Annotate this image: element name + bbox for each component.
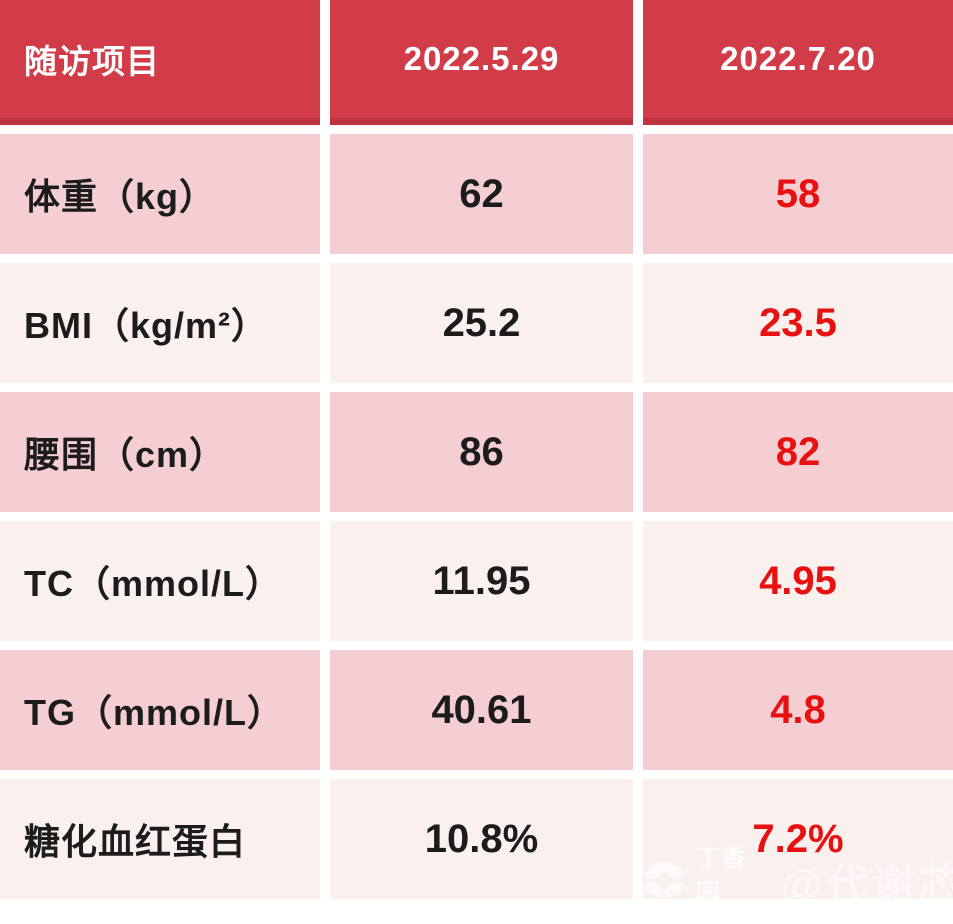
row-label: BMI（kg/m²） (24, 305, 269, 346)
value-cell-before: 11.95 (330, 521, 633, 641)
row-label-cell: 腰围（cm） (0, 392, 320, 512)
row-label-cell: TG（mmol/L） (0, 650, 320, 770)
value-cell-before: 86 (330, 392, 633, 512)
column-header-label: 2022.7.20 (720, 40, 876, 77)
value-cell-before: 62 (330, 134, 633, 254)
value-after: 23.5 (759, 300, 837, 345)
column-header-item: 随访项目 (0, 0, 320, 125)
value-after: 58 (775, 171, 821, 216)
column-header-date-before: 2022.5.29 (330, 0, 633, 125)
row-label: TC（mmol/L） (24, 563, 282, 604)
value-cell-after: 4.95 (643, 521, 953, 641)
value-before: 40.61 (431, 687, 532, 732)
value-cell-after: 23.5 (643, 263, 953, 383)
value-before: 62 (459, 171, 504, 216)
watermark-url-text: www.dxy.cn (697, 912, 766, 924)
value-cell-before: 10.8% (330, 779, 633, 899)
value-after: 4.8 (770, 687, 826, 732)
followup-comparison-table: 随访项目 2022.5.29 2022.7.20 体重（kg） 62 58 BM… (0, 0, 953, 899)
value-before: 86 (459, 429, 504, 474)
value-before: 10.8% (424, 816, 539, 861)
value-cell-after: 58 (643, 134, 953, 254)
value-cell-after: 7.2% (643, 779, 953, 899)
value-before: 25.2 (442, 300, 521, 345)
row-label-cell: TC（mmol/L） (0, 521, 320, 641)
value-before: 11.95 (432, 558, 531, 603)
value-after: 82 (775, 429, 821, 474)
value-cell-after: 82 (643, 392, 953, 512)
row-label: 腰围（cm） (24, 434, 227, 475)
row-label: 体重（kg） (24, 176, 217, 217)
row-label: TG（mmol/L） (24, 692, 284, 733)
column-header-label: 随访项目 (24, 43, 160, 80)
row-label-cell: 体重（kg） (0, 134, 320, 254)
row-label-cell: 糖化血红蛋白 (0, 779, 320, 899)
value-after: 4.95 (759, 558, 837, 603)
value-cell-before: 40.61 (330, 650, 633, 770)
column-header-date-after: 2022.7.20 (643, 0, 953, 125)
value-cell-before: 25.2 (330, 263, 633, 383)
column-header-label: 2022.5.29 (403, 40, 560, 77)
value-after: 7.2% (752, 816, 844, 861)
row-label-cell: BMI（kg/m²） (0, 263, 320, 383)
row-label: 糖化血红蛋白 (24, 821, 247, 862)
value-cell-after: 4.8 (643, 650, 953, 770)
